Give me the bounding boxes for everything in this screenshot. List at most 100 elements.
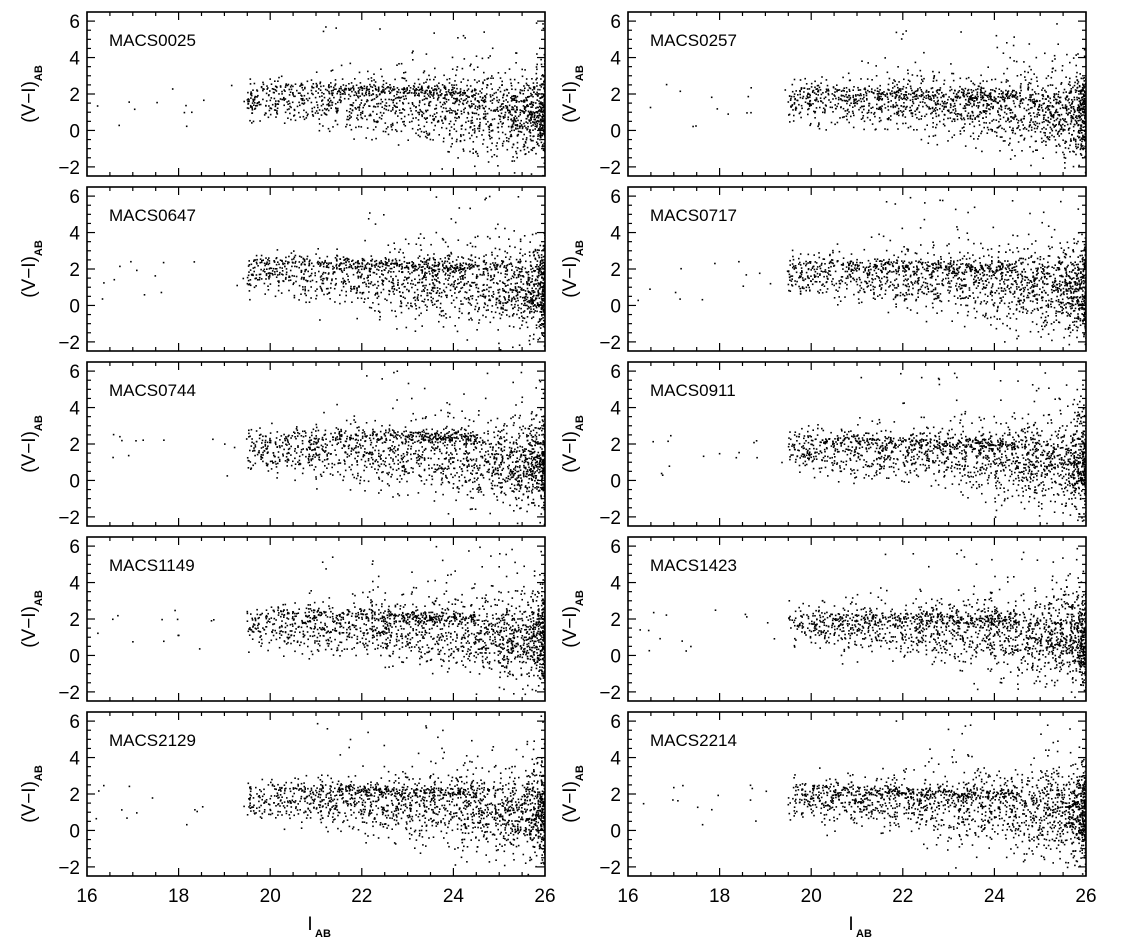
data-point [331,92,333,95]
data-point [514,119,517,122]
data-point [1080,92,1082,94]
data-point [504,72,507,74]
data-point [498,302,501,304]
data-point [999,100,1001,102]
data-point [796,99,799,102]
data-point [952,118,955,120]
data-point [1009,112,1012,114]
data-point [966,104,968,106]
data-point [934,110,936,112]
data-point [350,266,353,269]
data-point [298,261,301,263]
data-point [507,116,510,118]
data-point [360,102,362,104]
data-point [452,88,454,91]
data-point [455,69,458,71]
data-point [411,271,413,274]
data-point [326,277,329,280]
data-point [1033,127,1036,130]
data-point [878,96,880,99]
data-point [465,98,468,100]
data-point [473,281,476,284]
data-point [406,87,408,90]
data-point [1079,139,1081,141]
data-point [418,255,421,257]
data-point [367,262,369,264]
data-point [870,107,872,109]
data-point [449,133,451,135]
data-point [495,91,497,94]
data-point [914,95,917,97]
data-point [818,123,820,126]
data-point [954,108,957,110]
data-point [1068,81,1071,83]
data-point [263,88,265,90]
data-point [512,108,515,111]
data-point [446,110,448,113]
data-point [837,98,840,101]
data-point [950,104,952,107]
data-point [1034,104,1036,106]
data-point [540,101,542,103]
data-point [429,273,431,275]
data-point [285,256,287,259]
data-point [1073,123,1076,126]
data-point [538,318,541,320]
data-point [971,110,974,113]
data-point [377,102,380,105]
data-point [459,290,461,293]
data-point [540,298,543,300]
data-point [457,157,459,159]
data-point [521,254,524,257]
data-point [530,297,532,299]
data-point [504,283,506,285]
data-point [471,116,473,119]
data-point [971,121,974,123]
data-point [1080,126,1082,128]
data-point [387,126,389,128]
data-point [1024,70,1026,73]
data-point [1082,148,1084,151]
data-point [815,88,817,90]
data-point [496,108,498,111]
data-point [397,144,400,146]
data-point [390,267,393,270]
data-point [952,92,955,95]
data-point [352,263,355,266]
data-point [1075,120,1078,123]
data-point [403,87,405,89]
data-point [541,127,543,129]
data-point [275,100,277,102]
data-point [516,106,518,108]
data-point [336,267,338,270]
data-point [513,289,515,291]
data-point [980,96,982,99]
data-point [1060,83,1062,85]
data-point [528,131,531,133]
data-point [1054,125,1056,127]
data-point [951,72,953,75]
data-point [451,137,453,140]
data-point [525,109,527,112]
data-point [986,132,989,134]
data-point [1065,121,1068,123]
data-point [499,317,502,320]
data-point [1071,100,1074,103]
data-point [376,297,379,299]
data-point [540,134,542,137]
data-point [517,130,520,133]
data-point [1077,124,1080,126]
data-point [450,126,453,128]
data-point [442,289,445,292]
data-point [1056,98,1058,101]
data-point [520,307,522,310]
data-point [466,95,469,97]
data-point [1080,114,1083,117]
data-point [285,83,287,85]
data-point [259,103,262,106]
data-point [458,307,461,310]
data-point [1031,88,1034,91]
data-point [468,265,471,268]
data-point [483,274,485,276]
data-point [353,94,355,97]
